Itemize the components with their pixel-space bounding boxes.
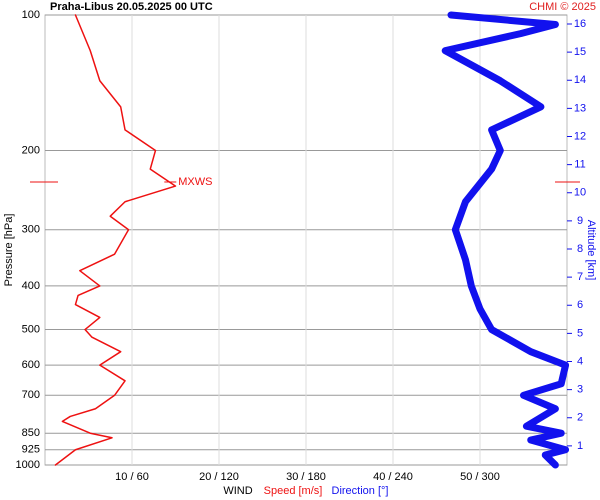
- credit: CHMI © 2025: [529, 1, 596, 13]
- y2-tick-label: 14: [574, 74, 586, 86]
- y2-tick-label: 12: [574, 130, 586, 142]
- y-tick-label: 400: [22, 280, 40, 292]
- y2-tick-label: 3: [577, 384, 583, 396]
- x-tick-label: 50 / 300: [460, 471, 500, 483]
- y2-tick-label: 1: [577, 440, 583, 452]
- y2-tick-label: 10: [574, 187, 586, 199]
- y2-tick-label: 4: [577, 355, 583, 367]
- y2-tick-label: 6: [577, 299, 583, 311]
- legend-entry: Speed [m/s]: [264, 485, 323, 497]
- x-tick-label: 10 / 60: [115, 471, 149, 483]
- y2-tick-label: 15: [574, 46, 586, 58]
- y2-tick-label: 16: [574, 18, 586, 30]
- y2-tick-label: 13: [574, 102, 586, 114]
- y-tick-label: 925: [22, 444, 40, 456]
- y2-tick-label: 11: [574, 159, 585, 171]
- x-axis-label: WIND: [223, 485, 252, 497]
- y-tick-label: 1000: [16, 459, 40, 471]
- y-tick-label: 600: [22, 359, 40, 371]
- y2-tick-label: 7: [577, 271, 583, 283]
- y2-tick-label: 9: [577, 215, 583, 227]
- y-tick-label: 100: [22, 9, 40, 21]
- y2-tick-label: 5: [577, 327, 583, 339]
- legend-entry: Direction [°]: [332, 485, 389, 497]
- y-axis-label: Pressure [hPa]: [3, 214, 15, 287]
- y-tick-label: 300: [22, 224, 40, 236]
- y-tick-label: 700: [22, 389, 40, 401]
- y-tick-label: 200: [22, 144, 40, 156]
- x-tick-label: 30 / 180: [286, 471, 326, 483]
- y-tick-label: 500: [22, 323, 40, 335]
- y2-tick-label: 2: [577, 412, 583, 424]
- mxws-label: MXWS: [178, 176, 212, 188]
- x-tick-label: 40 / 240: [373, 471, 413, 483]
- x-tick-label: 20 / 120: [199, 471, 239, 483]
- y2-axis-label: Altitude [km]: [585, 220, 597, 281]
- chart-title: Praha-Libus 20.05.2025 00 UTC: [50, 1, 213, 13]
- y2-tick-label: 8: [577, 243, 583, 255]
- y-tick-label: 850: [22, 427, 40, 439]
- direction-line: [441, 11, 570, 469]
- speed-line: [54, 14, 177, 466]
